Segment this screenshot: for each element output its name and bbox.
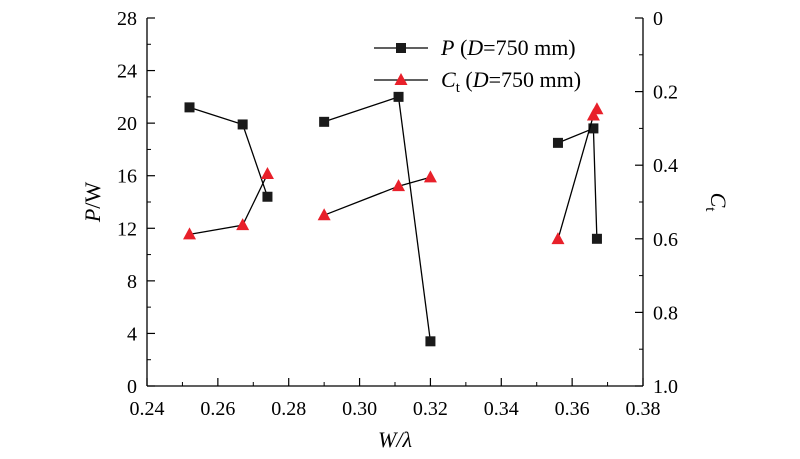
square-marker (396, 43, 406, 53)
triangle-marker (423, 170, 437, 183)
square-marker (184, 102, 195, 113)
y-left-axis-title-var: P (80, 209, 105, 223)
y-left-tick-label: 8 (127, 271, 137, 293)
triangle-marker (183, 227, 197, 240)
y-right-axis-title-var: C (706, 193, 731, 208)
triangle-marker (236, 218, 250, 231)
x-tick-label: 0.26 (200, 398, 235, 420)
y-left-tick-label: 20 (117, 113, 137, 135)
legend-label: P (D=750 mm) (440, 35, 576, 60)
y-right-tick-label: 0 (653, 8, 663, 30)
y-right-axis-title-sub: t (702, 207, 718, 212)
series-line (189, 106, 269, 197)
y-right-tick-label: 0.2 (653, 82, 678, 104)
y-right-axis-ticks: 0 0.2 0.4 0.6 0.8 1.0 (635, 8, 678, 398)
triangle-marker (392, 179, 406, 192)
triangle-marker (551, 232, 565, 245)
x-tick-label: 0.36 (555, 398, 590, 420)
square-marker (425, 336, 436, 347)
square-marker (237, 119, 248, 130)
x-tick-label: 0.34 (484, 398, 519, 420)
y-left-tick-label: 4 (127, 323, 137, 345)
y-left-tick-label: 16 (117, 166, 137, 188)
series-line (323, 96, 432, 342)
square-marker (319, 116, 330, 127)
series-square (184, 91, 602, 347)
y-left-tick-label: 24 (117, 61, 137, 83)
y-left-tick-label: 0 (127, 376, 137, 398)
series-line (189, 173, 269, 236)
y-right-axis-title: Ct (702, 193, 731, 213)
legend: P (D=750 mm) Ct (D=750 mm) (374, 35, 581, 96)
x-tick-label: 0.28 (271, 398, 306, 420)
y-left-axis-title: P/W (80, 182, 105, 224)
series-layer (183, 91, 604, 347)
series-line (557, 127, 598, 239)
y-left-axis-ticks: 0 4 8 12 16 20 24 28 (117, 8, 155, 398)
triangle-marker (317, 208, 331, 221)
x-axis-ticks: 0.24 0.26 0.28 0.30 0.32 0.34 0.36 0.38 (130, 378, 661, 420)
y-right-tick-label: 1.0 (653, 376, 678, 398)
triangle-marker (394, 73, 408, 85)
y-left-axis-title-rest: /W (80, 182, 105, 209)
x-tick-label: 0.32 (413, 398, 448, 420)
y-right-tick-label: 0.4 (653, 155, 678, 177)
x-tick-label: 0.30 (342, 398, 377, 420)
y-right-tick-label: 0.6 (653, 229, 678, 251)
y-right-tick-label: 0.8 (653, 302, 678, 324)
square-marker (393, 91, 404, 102)
square-marker (588, 123, 599, 134)
series-line (323, 176, 431, 216)
x-tick-label: 0.38 (626, 398, 661, 420)
triangle-marker (260, 167, 274, 180)
y-left-tick-label: 28 (117, 8, 137, 30)
x-axis-title-var: W (378, 427, 398, 452)
series-triangle (183, 102, 604, 245)
square-marker (591, 233, 602, 244)
triangle-marker (586, 108, 600, 121)
x-tick-label: 0.24 (130, 398, 165, 420)
triangle-marker (590, 102, 604, 115)
x-axis-title-rest: /λ (394, 427, 412, 452)
y-left-tick-label: 12 (117, 218, 137, 240)
square-marker (262, 191, 273, 202)
x-axis-title: W/λ (378, 427, 412, 452)
legend-label: Ct (D=750 mm) (441, 67, 581, 96)
square-marker (552, 137, 563, 148)
